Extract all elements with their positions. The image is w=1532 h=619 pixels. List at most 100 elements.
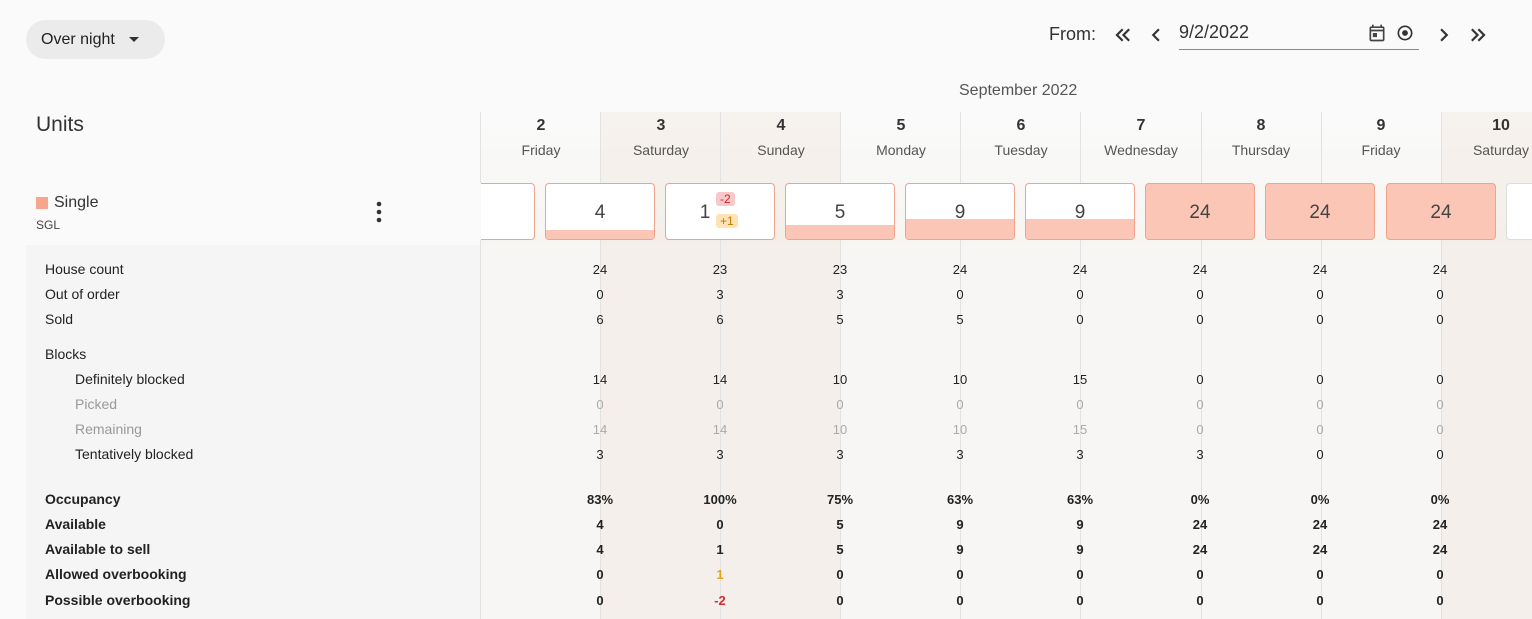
availability-box-partial[interactable] bbox=[1506, 183, 1532, 240]
cell-available-to-sell: 9 bbox=[956, 542, 964, 557]
cell-out-of-order: 0 bbox=[596, 287, 604, 302]
row-label-available-to-sell: Available to sell bbox=[45, 541, 151, 557]
availability-box[interactable]: 1 -2 +1 bbox=[665, 183, 775, 240]
cell-available: 9 bbox=[956, 517, 964, 532]
cell-allowed-overbooking: 0 bbox=[1436, 567, 1444, 582]
cell-possible-overbooking: 0 bbox=[836, 593, 844, 608]
calendar-icon[interactable] bbox=[1367, 23, 1387, 43]
cell-possible-overbooking: 0 bbox=[1436, 593, 1444, 608]
cell-available: 0 bbox=[716, 517, 724, 532]
cell-sold: 5 bbox=[836, 312, 844, 327]
cell-available-to-sell: 24 bbox=[1312, 542, 1328, 557]
cell-picked: 0 bbox=[1316, 397, 1324, 412]
day-name: Tuesday bbox=[994, 142, 1048, 158]
cell-tentatively-blocked: 0 bbox=[1316, 447, 1324, 462]
more-vert-icon[interactable] bbox=[368, 200, 390, 224]
cell-out-of-order: 3 bbox=[716, 287, 724, 302]
caret-down-icon bbox=[128, 37, 139, 42]
availability-value: 9 bbox=[1074, 202, 1086, 223]
row-label-occupancy: Occupancy bbox=[45, 491, 121, 507]
availability-box[interactable]: 24 bbox=[1145, 183, 1255, 240]
cell-remaining: 0 bbox=[1316, 422, 1324, 437]
cell-available: 24 bbox=[1192, 517, 1208, 532]
day-number: 2 bbox=[536, 117, 546, 134]
cell-tentatively-blocked: 3 bbox=[1076, 447, 1084, 462]
cell-sold: 0 bbox=[1076, 312, 1084, 327]
availability-box[interactable]: 24 bbox=[1265, 183, 1375, 240]
availability-box[interactable]: 4 bbox=[545, 183, 655, 240]
today-target-icon[interactable] bbox=[1395, 23, 1415, 43]
row-label-definitely-blocked: Definitely blocked bbox=[75, 371, 185, 387]
cell-tentatively-blocked: 3 bbox=[716, 447, 724, 462]
day-number: 7 bbox=[1136, 117, 1146, 134]
mode-select-button[interactable]: Over night bbox=[26, 20, 165, 59]
availability-box[interactable]: 24 bbox=[1386, 183, 1496, 240]
cell-tentatively-blocked: 3 bbox=[596, 447, 604, 462]
first-page-icon[interactable] bbox=[1110, 22, 1136, 48]
cell-remaining: 15 bbox=[1072, 422, 1088, 437]
availability-box[interactable]: 9 bbox=[905, 183, 1015, 240]
cell-available-to-sell: 1 bbox=[716, 542, 724, 557]
availability-box[interactable]: 5 bbox=[785, 183, 895, 240]
cell-occupancy: 0% bbox=[1310, 492, 1330, 507]
cell-house-count: 23 bbox=[832, 262, 848, 277]
cell-occupancy: 63% bbox=[1066, 492, 1094, 507]
previous-icon[interactable] bbox=[1143, 22, 1169, 48]
cell-remaining: 0 bbox=[1196, 422, 1204, 437]
cell-possible-overbooking: 0 bbox=[956, 593, 964, 608]
cell-sold: 5 bbox=[956, 312, 964, 327]
cell-allowed-overbooking: 0 bbox=[1196, 567, 1204, 582]
date-input[interactable] bbox=[1179, 20, 1359, 44]
unit-name: Single bbox=[54, 194, 99, 211]
clip-mask bbox=[425, 183, 481, 240]
column-divider bbox=[480, 112, 481, 619]
availability-value: 4 bbox=[594, 202, 606, 223]
cell-picked: 0 bbox=[1436, 397, 1444, 412]
availability-fill bbox=[1026, 219, 1134, 239]
cell-remaining: 0 bbox=[1436, 422, 1444, 437]
cell-available: 4 bbox=[596, 517, 604, 532]
cell-occupancy: 83% bbox=[586, 492, 614, 507]
cell-definitely-blocked: 0 bbox=[1316, 372, 1324, 387]
last-page-icon[interactable] bbox=[1465, 22, 1491, 48]
day-number: 4 bbox=[776, 117, 786, 134]
row-label-sold: Sold bbox=[45, 311, 74, 327]
cell-available: 24 bbox=[1432, 517, 1448, 532]
day-name: Monday bbox=[876, 142, 926, 158]
cell-possible-overbooking: -2 bbox=[714, 593, 726, 608]
cell-picked: 0 bbox=[956, 397, 964, 412]
availability-fill bbox=[786, 225, 894, 239]
row-label-tentatively-blocked: Tentatively blocked bbox=[75, 446, 194, 462]
row-label-out-of-order: Out of order bbox=[45, 286, 120, 302]
cell-remaining: 10 bbox=[952, 422, 968, 437]
cell-house-count: 24 bbox=[592, 262, 608, 277]
column-divider bbox=[1321, 112, 1322, 619]
cell-house-count: 24 bbox=[1072, 262, 1088, 277]
cell-house-count: 24 bbox=[1312, 262, 1328, 277]
unit-code: SGL bbox=[36, 218, 61, 232]
cell-definitely-blocked: 14 bbox=[712, 372, 728, 387]
cell-occupancy: 63% bbox=[946, 492, 974, 507]
day-name: Wednesday bbox=[1104, 142, 1178, 158]
availability-box[interactable]: 9 bbox=[1025, 183, 1135, 240]
column-divider bbox=[1080, 112, 1081, 619]
availability-value: 5 bbox=[834, 202, 846, 223]
cell-tentatively-blocked: 3 bbox=[836, 447, 844, 462]
day-name: Friday bbox=[521, 142, 561, 158]
row-label-picked: Picked bbox=[75, 396, 118, 412]
cell-possible-overbooking: 0 bbox=[596, 593, 604, 608]
availability-value: 9 bbox=[954, 202, 966, 223]
day-number: 8 bbox=[1256, 117, 1266, 134]
cell-picked: 0 bbox=[836, 397, 844, 412]
date-field[interactable] bbox=[1179, 18, 1419, 50]
cell-tentatively-blocked: 0 bbox=[1436, 447, 1444, 462]
cell-remaining: 10 bbox=[832, 422, 848, 437]
cell-out-of-order: 0 bbox=[1436, 287, 1444, 302]
cell-allowed-overbooking: 0 bbox=[1076, 567, 1084, 582]
cell-definitely-blocked: 15 bbox=[1072, 372, 1088, 387]
cell-remaining: 14 bbox=[592, 422, 608, 437]
cell-out-of-order: 0 bbox=[1316, 287, 1324, 302]
cell-possible-overbooking: 0 bbox=[1196, 593, 1204, 608]
next-icon[interactable] bbox=[1431, 22, 1457, 48]
cell-allowed-overbooking: 0 bbox=[956, 567, 964, 582]
